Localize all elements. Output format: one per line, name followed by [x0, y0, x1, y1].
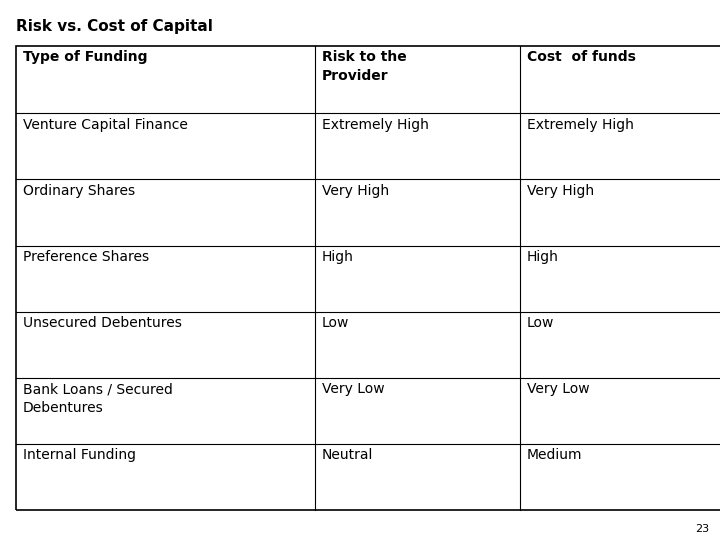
Text: Preference Shares: Preference Shares	[23, 250, 149, 264]
Text: Very Low: Very Low	[527, 382, 590, 396]
Bar	[16, 46, 720, 510]
Text: Internal Funding: Internal Funding	[23, 448, 136, 462]
Text: High: High	[322, 250, 354, 264]
Text: Very Low: Very Low	[322, 382, 384, 396]
Text: Low: Low	[322, 316, 349, 330]
Text: Medium: Medium	[527, 448, 582, 462]
Text: Cost  of funds: Cost of funds	[527, 50, 636, 64]
Text: Very High: Very High	[527, 184, 594, 198]
Text: Ordinary Shares: Ordinary Shares	[23, 184, 135, 198]
Text: Venture Capital Finance: Venture Capital Finance	[23, 118, 188, 132]
Text: Unsecured Debentures: Unsecured Debentures	[23, 316, 182, 330]
Text: Extremely High: Extremely High	[527, 118, 634, 132]
Text: Risk to the
Provider: Risk to the Provider	[322, 50, 407, 83]
Text: High: High	[527, 250, 559, 264]
Text: Bank Loans / Secured
Debentures: Bank Loans / Secured Debentures	[23, 382, 173, 415]
Text: Low: Low	[527, 316, 554, 330]
Text: Neutral: Neutral	[322, 448, 373, 462]
Text: Risk vs. Cost of Capital: Risk vs. Cost of Capital	[16, 19, 212, 34]
Text: Extremely High: Extremely High	[322, 118, 428, 132]
Text: Type of Funding: Type of Funding	[23, 50, 148, 64]
Text: Very High: Very High	[322, 184, 389, 198]
Text: 23: 23	[695, 523, 709, 534]
